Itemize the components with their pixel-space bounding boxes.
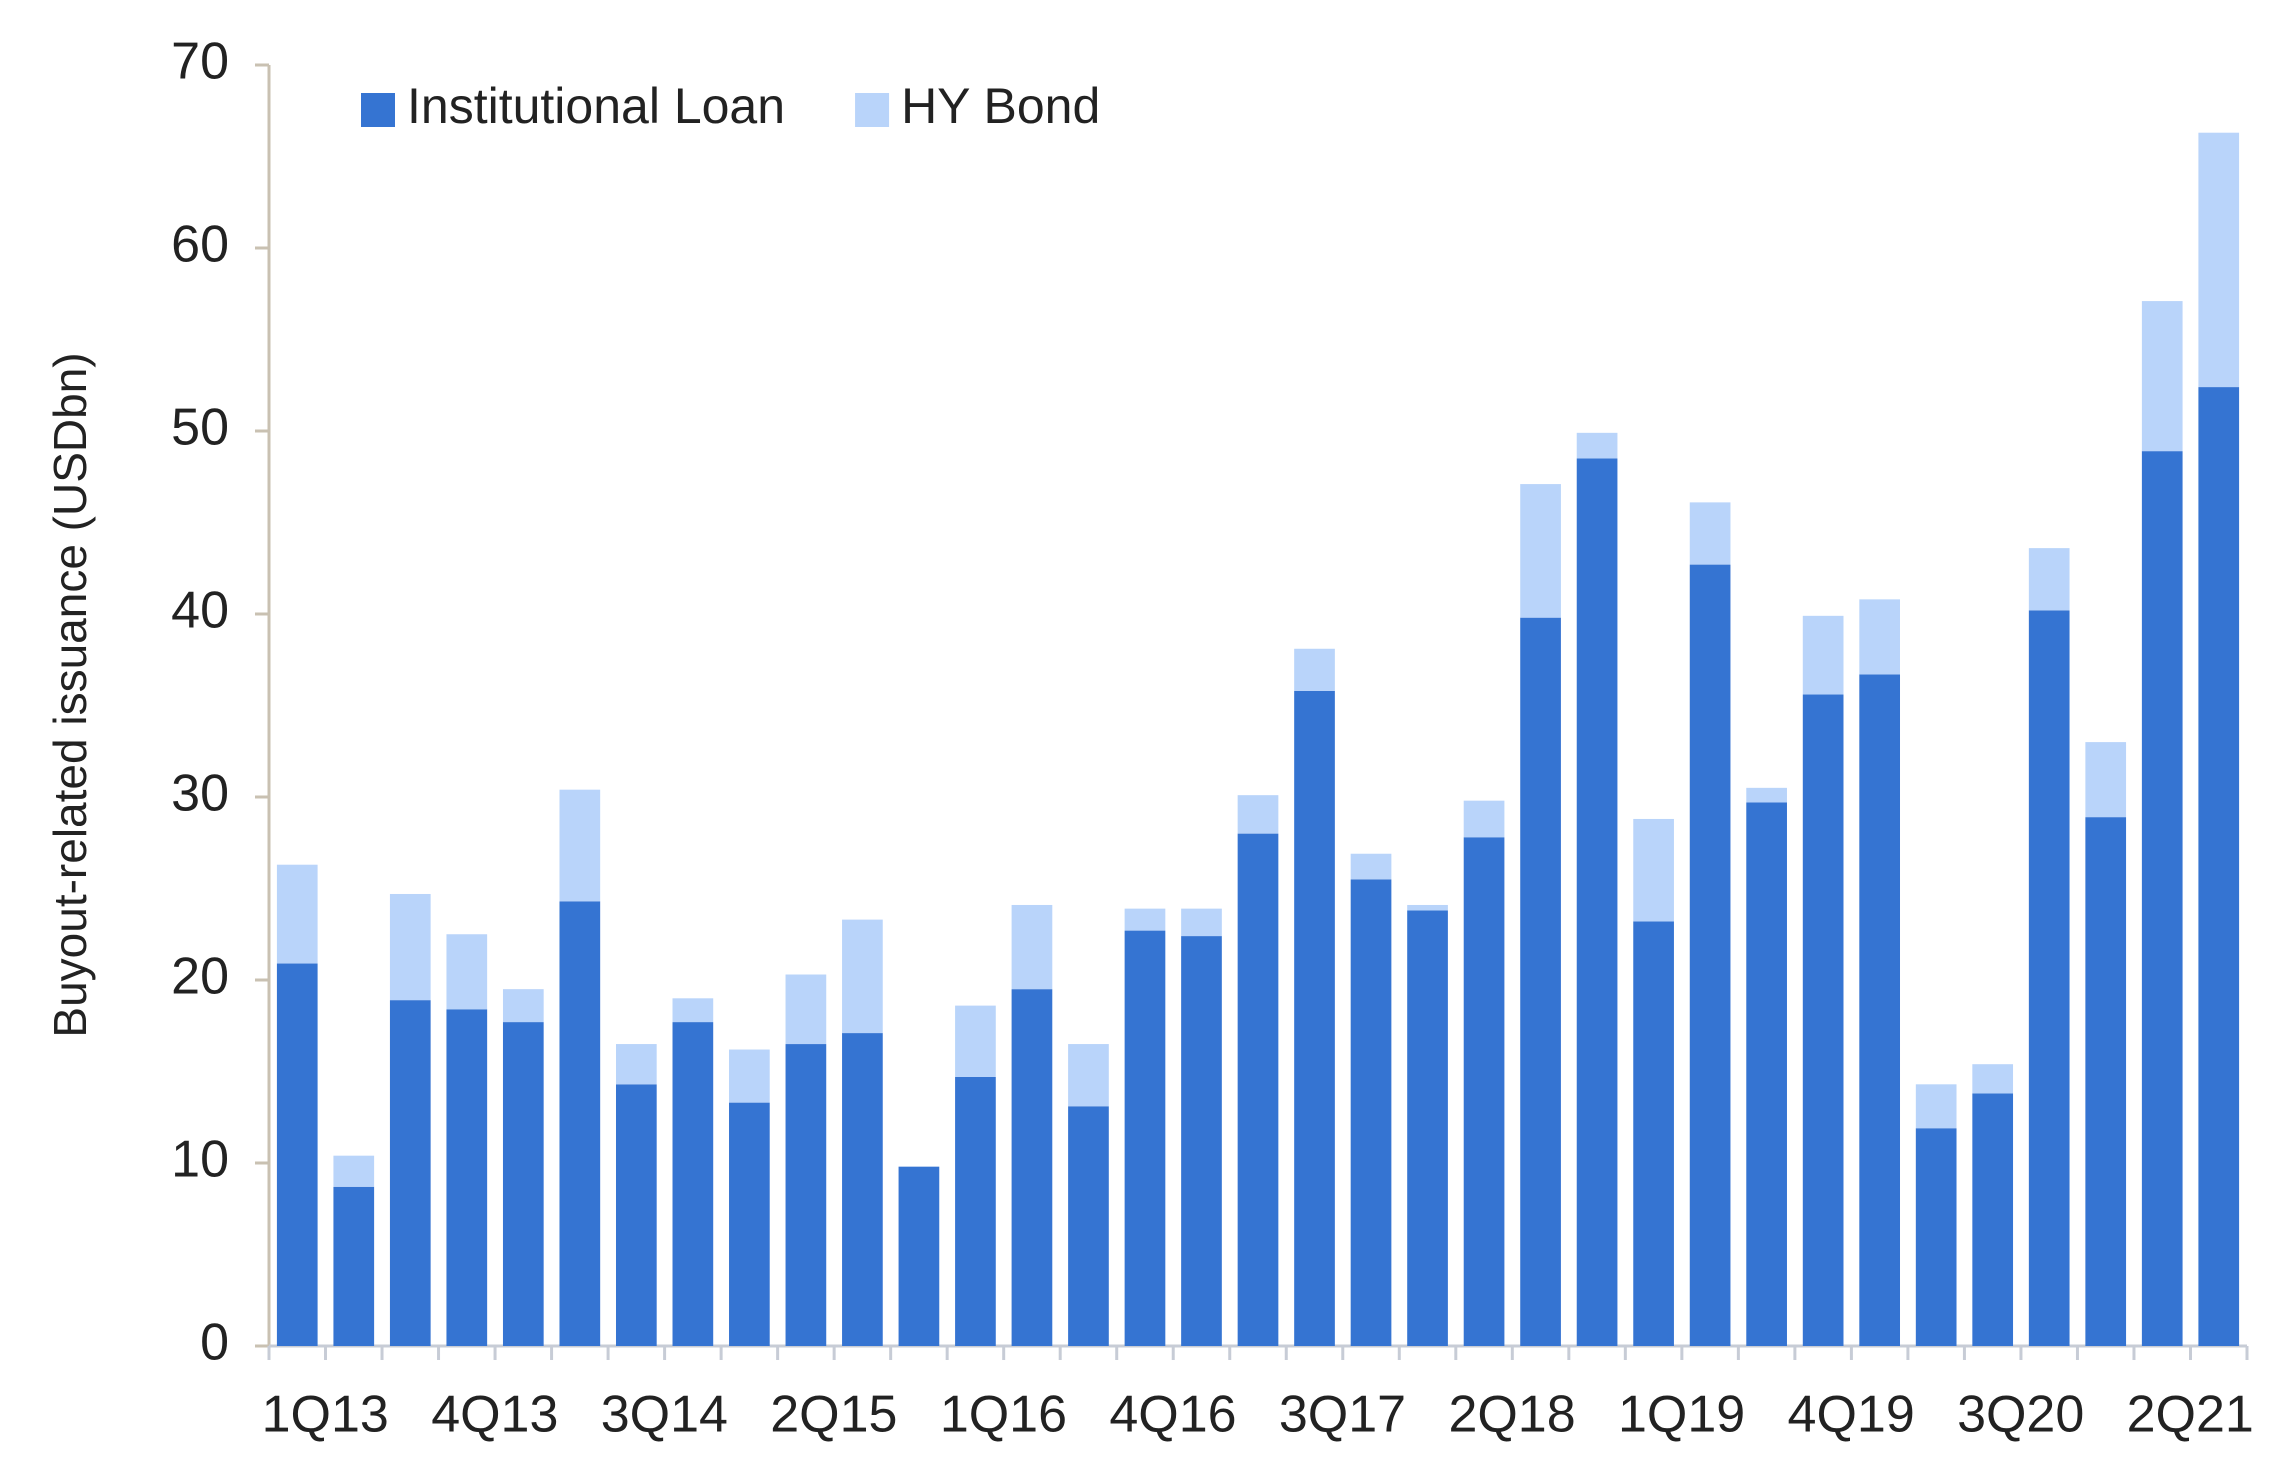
bar-segment [389,1000,431,1346]
bar-segment [1294,648,1335,691]
bar-segment [1520,484,1561,618]
bar-segment [1181,936,1222,1346]
legend-swatch [361,93,395,127]
bar-segment [1802,615,1844,695]
bar-segment [1576,432,1618,459]
bar-segment [898,1166,940,1346]
bar-segment [2198,387,2240,1347]
bar-segment [672,998,714,1023]
bar-segment [1124,908,1166,931]
bar-segment [1068,1044,1109,1107]
bar-segment [1407,904,1448,911]
y-tick-label: 0 [200,1314,229,1372]
bar-segment [2085,817,2127,1346]
bar-segment [615,1084,657,1346]
bar-segment [1350,879,1392,1346]
x-tick-label: 2Q15 [770,1386,897,1444]
bar-segment [502,989,544,1023]
y-tick-label: 60 [171,216,229,274]
bar-segment [276,864,318,964]
bar-segment [729,1049,770,1103]
bar-segment [1689,564,1731,1346]
bar-segment [1237,833,1279,1346]
bar-segment [1802,694,1844,1346]
x-tick-label: 4Q19 [1788,1386,1915,1444]
bar-segment [1915,1128,1957,1346]
y-tick-label: 30 [171,765,229,823]
bar-segment [1350,853,1392,880]
legend-label: Institutional Loan [407,78,785,134]
bar-segment [1746,787,1787,803]
x-tick-label: 1Q16 [940,1386,1067,1444]
x-tick-label: 1Q13 [262,1386,389,1444]
legend-label: HY Bond [901,78,1100,134]
bar-segment [333,1155,375,1187]
x-tick-label: 2Q21 [2127,1386,2254,1444]
bar-segment [1124,930,1166,1346]
bar-segment [1859,674,1901,1346]
y-axis-label: Buyout-related issuance (USDbn) [44,352,96,1037]
bar-segment [615,1044,657,1085]
bar-segment [785,1044,827,1346]
y-tick-label: 40 [171,582,229,640]
bar-segment [502,1022,544,1346]
bar-segment [672,1022,714,1346]
bar-segment [729,1102,770,1346]
bar-segment [446,934,488,1010]
bar-segment [333,1186,375,1346]
bar-segment [2028,548,2070,611]
bar-segment [2028,610,2070,1346]
bar-segment [1859,599,1901,675]
bar-segment [1633,921,1674,1346]
y-tick-label: 50 [171,399,229,457]
bar-segment [1520,617,1561,1346]
bar-segment [2085,742,2127,818]
x-tick-label: 4Q16 [1109,1386,1236,1444]
x-tick-label: 1Q19 [1618,1386,1745,1444]
bar-segment [1463,800,1505,838]
bar-segment [559,901,601,1346]
bar-segment [1068,1106,1109,1346]
bar-segment [955,1076,996,1346]
bar-segment [1746,802,1787,1346]
bar-segment [1463,837,1505,1346]
bar-segment [2198,132,2240,388]
bar-segment [1294,690,1335,1346]
bar-segment [389,893,431,1001]
bar-segment [1181,908,1222,937]
bar-segment [2141,301,2183,452]
legend-swatch [855,93,890,127]
bar-segment [446,1009,488,1346]
x-tick-label: 3Q17 [1279,1386,1406,1444]
bar-segment [955,1005,996,1077]
bar-segment [842,919,883,1034]
bar-segment [276,963,318,1346]
x-tick-label: 4Q13 [431,1386,558,1444]
bar-segment [1633,818,1674,922]
bar-segment [1972,1093,2014,1346]
bar-segment [1237,795,1279,834]
bar-segment [785,974,827,1045]
bar-segment [1972,1064,2014,1094]
y-tick-label: 10 [171,1131,229,1189]
x-tick-label: 2Q18 [1448,1386,1575,1444]
bar-segment [2141,451,2183,1346]
bar-segment [1011,904,1053,990]
bar-segment [1689,502,1731,565]
bar-segment [1011,989,1053,1346]
bar-segment [842,1033,883,1346]
x-tick-label: 3Q14 [601,1386,728,1444]
bar-segment [1915,1084,1957,1129]
bar-segment [559,789,601,902]
bar-segment [1407,910,1448,1346]
bar-segment [1576,458,1618,1346]
y-tick-label: 70 [171,33,229,91]
y-tick-label: 20 [171,948,229,1006]
x-tick-label: 3Q20 [1957,1386,2084,1444]
